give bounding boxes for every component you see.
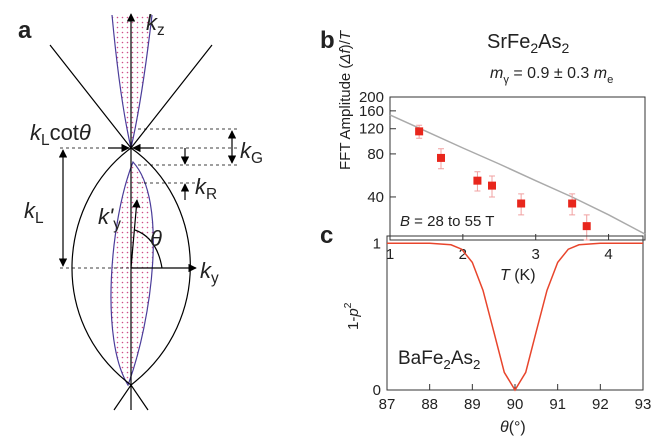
x-tick-label: 92 <box>592 396 609 413</box>
x-tick-label: 91 <box>549 396 566 413</box>
data-point <box>415 127 424 136</box>
y-tick-label: 80 <box>367 146 384 163</box>
x-axis-label: T (K) <box>500 267 536 284</box>
diagram <box>49 13 240 411</box>
y-axis-label: FFT Amplitude (Δf)/T <box>337 29 354 170</box>
label: kL <box>24 198 44 227</box>
label: kR <box>195 174 217 203</box>
x-tick-label: 87 <box>379 396 396 413</box>
annotation: BaFe2As2 <box>398 348 480 372</box>
data-point <box>568 199 577 208</box>
data-point <box>488 181 496 190</box>
x-tick-label: 93 <box>635 396 652 413</box>
y-tick-label: 0 <box>373 382 381 399</box>
label: k'y <box>98 204 121 233</box>
plot-frame <box>389 96 646 241</box>
x-tick-label: 89 <box>464 396 481 413</box>
x-tick-label: 2 <box>459 246 467 263</box>
y-axis-label: 1-p2 <box>342 302 362 330</box>
data-point <box>517 199 526 208</box>
theta-arc <box>134 229 163 269</box>
annotation: mγ = 0.9 ± 0.3 me <box>490 65 613 86</box>
data-point <box>582 222 591 231</box>
y-tick-label: 40 <box>367 189 384 206</box>
fermi-pocket-bottom <box>110 160 154 387</box>
annotation: SrFe2As2 <box>487 31 569 56</box>
panel-label: a <box>18 17 32 44</box>
annotation: B = 28 to 55 T <box>400 213 494 230</box>
label: kz <box>146 10 165 39</box>
y-tick-label: 160 <box>359 103 384 120</box>
data-point <box>437 153 445 162</box>
panel-label: c <box>320 222 333 249</box>
x-tick-label: 4 <box>604 246 612 263</box>
x-axis-label: θ(°) <box>500 419 526 436</box>
data-line <box>387 242 643 392</box>
label: ky <box>200 258 219 287</box>
label: kLcotθ <box>30 120 91 149</box>
label: θ <box>150 226 162 251</box>
diagram-labels: kz kLcotθ kG kR kL k'y θ ky <box>24 10 263 287</box>
data-point <box>473 176 482 185</box>
x-tick-label: 88 <box>421 396 438 413</box>
ky-prime-axis <box>130 199 141 269</box>
x-tick-label: 3 <box>532 246 540 263</box>
y-tick-label: 120 <box>359 121 384 138</box>
label: kG <box>240 138 263 167</box>
y-tick-label: 200 <box>359 89 384 106</box>
x-tick-label: 1 <box>386 246 394 263</box>
x-tick-label: 90 <box>507 396 524 413</box>
panel-label: b <box>320 27 335 54</box>
fit-curve <box>389 114 646 235</box>
y-tick-label: 1 <box>373 235 381 252</box>
